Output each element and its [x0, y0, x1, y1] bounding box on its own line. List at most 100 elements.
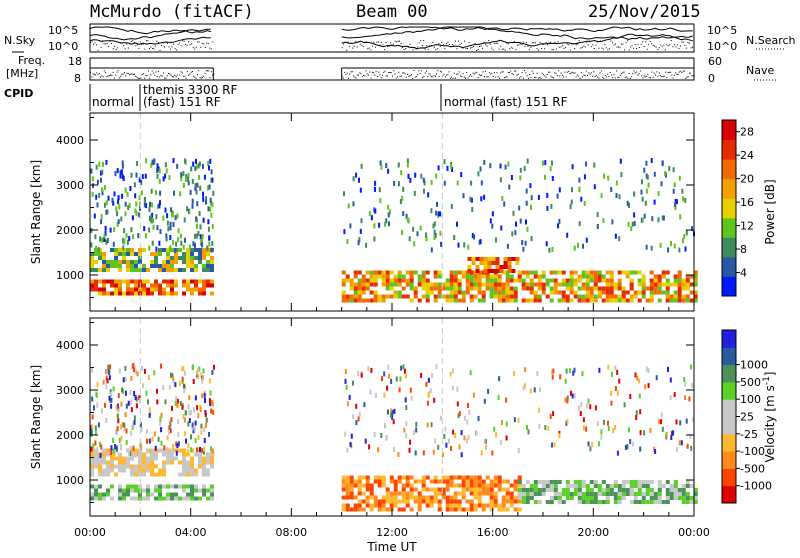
heatmap-cell [573, 282, 578, 287]
heatmap-cell [681, 278, 686, 283]
nave-dot [490, 73, 492, 75]
nave-dot [107, 75, 109, 77]
scatter-cell [395, 376, 398, 382]
heatmap-cell [417, 282, 422, 287]
nave-dot [199, 77, 201, 79]
scatter-cell [112, 448, 115, 454]
heatmap-cell [345, 503, 350, 508]
scatter-cell [430, 179, 433, 185]
nsearch-dot [569, 49, 571, 51]
nave-dot [115, 74, 117, 76]
nsearch-dot [417, 46, 419, 48]
heatmap-cell [481, 487, 486, 492]
nave-dot [665, 71, 667, 73]
scatter-cell [440, 241, 443, 247]
nsearch-dot [583, 45, 585, 47]
heatmap-cell [469, 499, 474, 504]
nave-dot [169, 73, 171, 75]
scatter-cell [174, 400, 177, 406]
heatmap-cell [449, 274, 454, 279]
heatmap-cell [493, 479, 498, 484]
heatmap-cell [493, 286, 498, 291]
scatter-cell [660, 412, 663, 418]
heatmap-cell [421, 278, 426, 283]
heatmap-cell [353, 282, 358, 287]
scatter-cell [513, 371, 516, 377]
heatmap-cell [154, 264, 158, 268]
scatter-cell [93, 213, 96, 219]
scatter-cell [678, 440, 681, 446]
heatmap-cell [162, 287, 166, 292]
heatmap-cell [114, 264, 118, 268]
heatmap-cell [150, 252, 154, 256]
heatmap-cell [553, 496, 558, 500]
nave-dot [539, 77, 541, 79]
scatter-cell [506, 243, 509, 249]
heatmap-cell [142, 291, 146, 296]
scatter-cell [627, 221, 630, 227]
scatter-cell [463, 415, 466, 421]
heatmap-cell [413, 487, 418, 492]
scatter-cell [169, 428, 172, 434]
nave-dot [147, 70, 149, 72]
scatter-cell [182, 244, 185, 250]
nave-dot [380, 77, 382, 79]
heatmap-cell [369, 270, 374, 275]
heatmap-cell [493, 491, 498, 496]
scatter-cell [202, 191, 204, 197]
heatmap-cell [585, 294, 590, 299]
scatter-cell [633, 212, 636, 218]
heatmap-cell [389, 499, 394, 504]
scatter-cell [672, 167, 675, 173]
heatmap-cell [669, 488, 674, 492]
x-tick-label: 20:00 [577, 526, 609, 539]
scatter-cell [670, 435, 673, 440]
nsearch-dot [411, 46, 413, 48]
heatmap-cell [158, 252, 162, 256]
scatter-cell [661, 215, 664, 221]
scatter-cell [123, 228, 126, 234]
scatter-cell [138, 395, 141, 401]
scatter-cell [390, 378, 393, 384]
scatter-cell [143, 197, 146, 202]
heatmap-cell [541, 282, 546, 287]
scatter-cell [448, 438, 450, 444]
scatter-cell [182, 183, 185, 188]
heatmap-cell [202, 492, 206, 497]
scatter-cell [538, 423, 541, 429]
power-colorbar-segment [722, 159, 736, 180]
nave-dot [510, 70, 512, 72]
heatmap-cell [453, 286, 458, 291]
heatmap-cell [507, 269, 512, 273]
heatmap-cell [449, 495, 454, 500]
heatmap-cell [577, 484, 582, 488]
heatmap-cell [150, 492, 154, 497]
heatmap-cell [593, 274, 598, 279]
heatmap-cell [182, 268, 186, 272]
nave-dot [628, 72, 630, 74]
heatmap-cell [509, 298, 514, 303]
scatter-cell [100, 170, 102, 176]
heatmap-cell [661, 282, 666, 287]
scatter-cell [172, 239, 175, 245]
nsearch-dot [123, 45, 125, 47]
heatmap-cell [525, 298, 530, 303]
nsearch-dot [456, 48, 458, 50]
scatter-cell [544, 425, 547, 430]
nave-dot [683, 70, 685, 72]
scatter-cell [116, 426, 119, 432]
nsearch-dot [367, 48, 369, 50]
scatter-cell [479, 166, 482, 172]
nsearch-dot [627, 40, 629, 42]
scatter-cell [166, 447, 169, 452]
heatmap-cell [461, 495, 466, 500]
nave-dot [345, 74, 347, 76]
scatter-cell [352, 380, 354, 386]
heatmap-cell [110, 496, 114, 501]
nsearch-dot [418, 42, 420, 44]
heatmap-cell [649, 496, 654, 500]
heatmap-cell [405, 503, 410, 508]
heatmap-cell [397, 507, 402, 512]
heatmap-cell [497, 274, 502, 279]
power-colorbar-tick-label: 16 [740, 196, 754, 209]
